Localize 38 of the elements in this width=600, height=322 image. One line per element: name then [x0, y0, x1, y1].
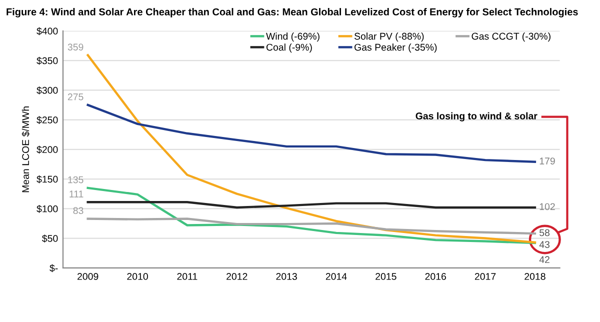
data-label: 58 [540, 229, 550, 236]
x-tick-label: 2017 [474, 273, 496, 280]
x-tick-label: 2012 [226, 273, 248, 280]
x-tick-label: 2009 [78, 273, 98, 280]
x-tick-label: 2018 [524, 273, 546, 280]
data-label: 111 [70, 190, 84, 198]
y-tick-label: $400 [36, 27, 58, 36]
data-label: 275 [68, 93, 84, 100]
y-tick-label: $250 [36, 116, 58, 124]
y-tick-label: $200 [36, 146, 58, 154]
legend-label: Gas CCGT (-30%) [472, 32, 550, 42]
y-tick-label: $100 [36, 204, 58, 213]
chart-title: Figure 4: Wind and Solar Are Cheaper than Coal and Gas: Mean Global Levelized Cost of Energy for Select Technologies [6, 8, 578, 18]
y-tick-label: $350 [36, 56, 58, 65]
data-label: 135 [68, 176, 84, 184]
data-label: 179 [540, 158, 555, 164]
line-series [86, 104, 536, 163]
data-label: 43 [539, 241, 550, 248]
y-tick-label: $50 [42, 234, 58, 242]
x-tick-label: 2013 [276, 273, 297, 280]
legend-label: Solar PV (-88%) [354, 32, 424, 42]
x-tick-label: 2014 [326, 273, 347, 280]
legend-label: Gas Peaker (-35%) [354, 44, 437, 53]
y-axis-title: Mean LCOE $/MWh [22, 106, 30, 192]
legend-label: Wind (-69%) [266, 32, 320, 42]
x-tick-label: 2016 [425, 273, 446, 280]
data-label: 42 [539, 256, 550, 263]
x-tick-label: 2011 [177, 273, 198, 280]
annotation: Gas losing to wind & solar [416, 112, 538, 122]
x-tick-label: 2015 [376, 273, 396, 280]
legend-label: Coal (-9%) [266, 44, 312, 53]
x-tick-label: 2010 [127, 273, 148, 280]
data-label: 83 [73, 207, 84, 214]
data-label: 359 [68, 44, 84, 51]
data-label: 102 [540, 203, 555, 210]
y-tick-label: $- [50, 264, 58, 272]
y-tick-label: $300 [36, 86, 58, 94]
y-tick-label: $150 [36, 175, 58, 184]
